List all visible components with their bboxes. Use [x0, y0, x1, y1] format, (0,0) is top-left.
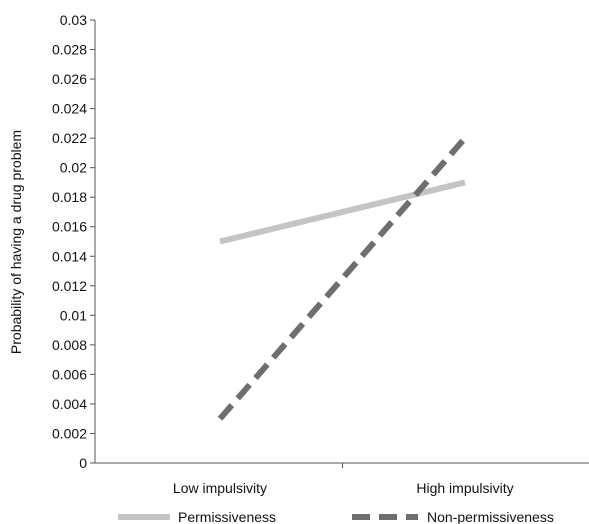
- legend-label: Non-permissiveness: [427, 509, 554, 524]
- y-tick-label: 0.022: [52, 130, 87, 146]
- y-tick-label: 0.014: [52, 248, 87, 264]
- series-lines: [217, 136, 468, 421]
- y-tick-label: 0.024: [52, 101, 87, 117]
- plot-area: 0 0.002 0.004 0.006 0.008 0.01 0.012 0.014 0.016…: [52, 12, 589, 496]
- x-tick-label: High impulsivity: [416, 480, 513, 496]
- series-line-permissiveness: [219, 179, 466, 245]
- series-line-non-permissiveness: [217, 136, 468, 421]
- y-ticks: 0 0.002 0.004 0.006 0.008 0.01 0.012 0.014 0.016…: [52, 12, 95, 471]
- y-tick-label: 0.002: [52, 425, 87, 441]
- y-tick-label: 0.012: [52, 278, 87, 294]
- y-tick-label: 0.004: [52, 396, 87, 412]
- y-tick-label: 0.01: [60, 307, 87, 323]
- y-axis-title: Probability of having a drug problem: [8, 130, 24, 354]
- y-tick-label: 0.016: [52, 219, 87, 235]
- y-tick-label: 0.026: [52, 71, 87, 87]
- y-tick-label: 0.02: [60, 160, 87, 176]
- y-tick-label: 0.03: [60, 12, 87, 28]
- x-tick-label: Low impulsivity: [173, 480, 267, 496]
- x-ticks: Low impulsivity High impulsivity: [173, 463, 514, 496]
- y-tick-label: 0.006: [52, 366, 87, 382]
- legend-label: Permissiveness: [178, 509, 276, 524]
- legend: Permissiveness Non-permissiveness: [118, 509, 554, 524]
- y-tick-label: 0.028: [52, 42, 87, 58]
- y-tick-label: 0: [79, 455, 87, 471]
- y-tick-label: 0.008: [52, 337, 87, 353]
- y-tick-label: 0.018: [52, 189, 87, 205]
